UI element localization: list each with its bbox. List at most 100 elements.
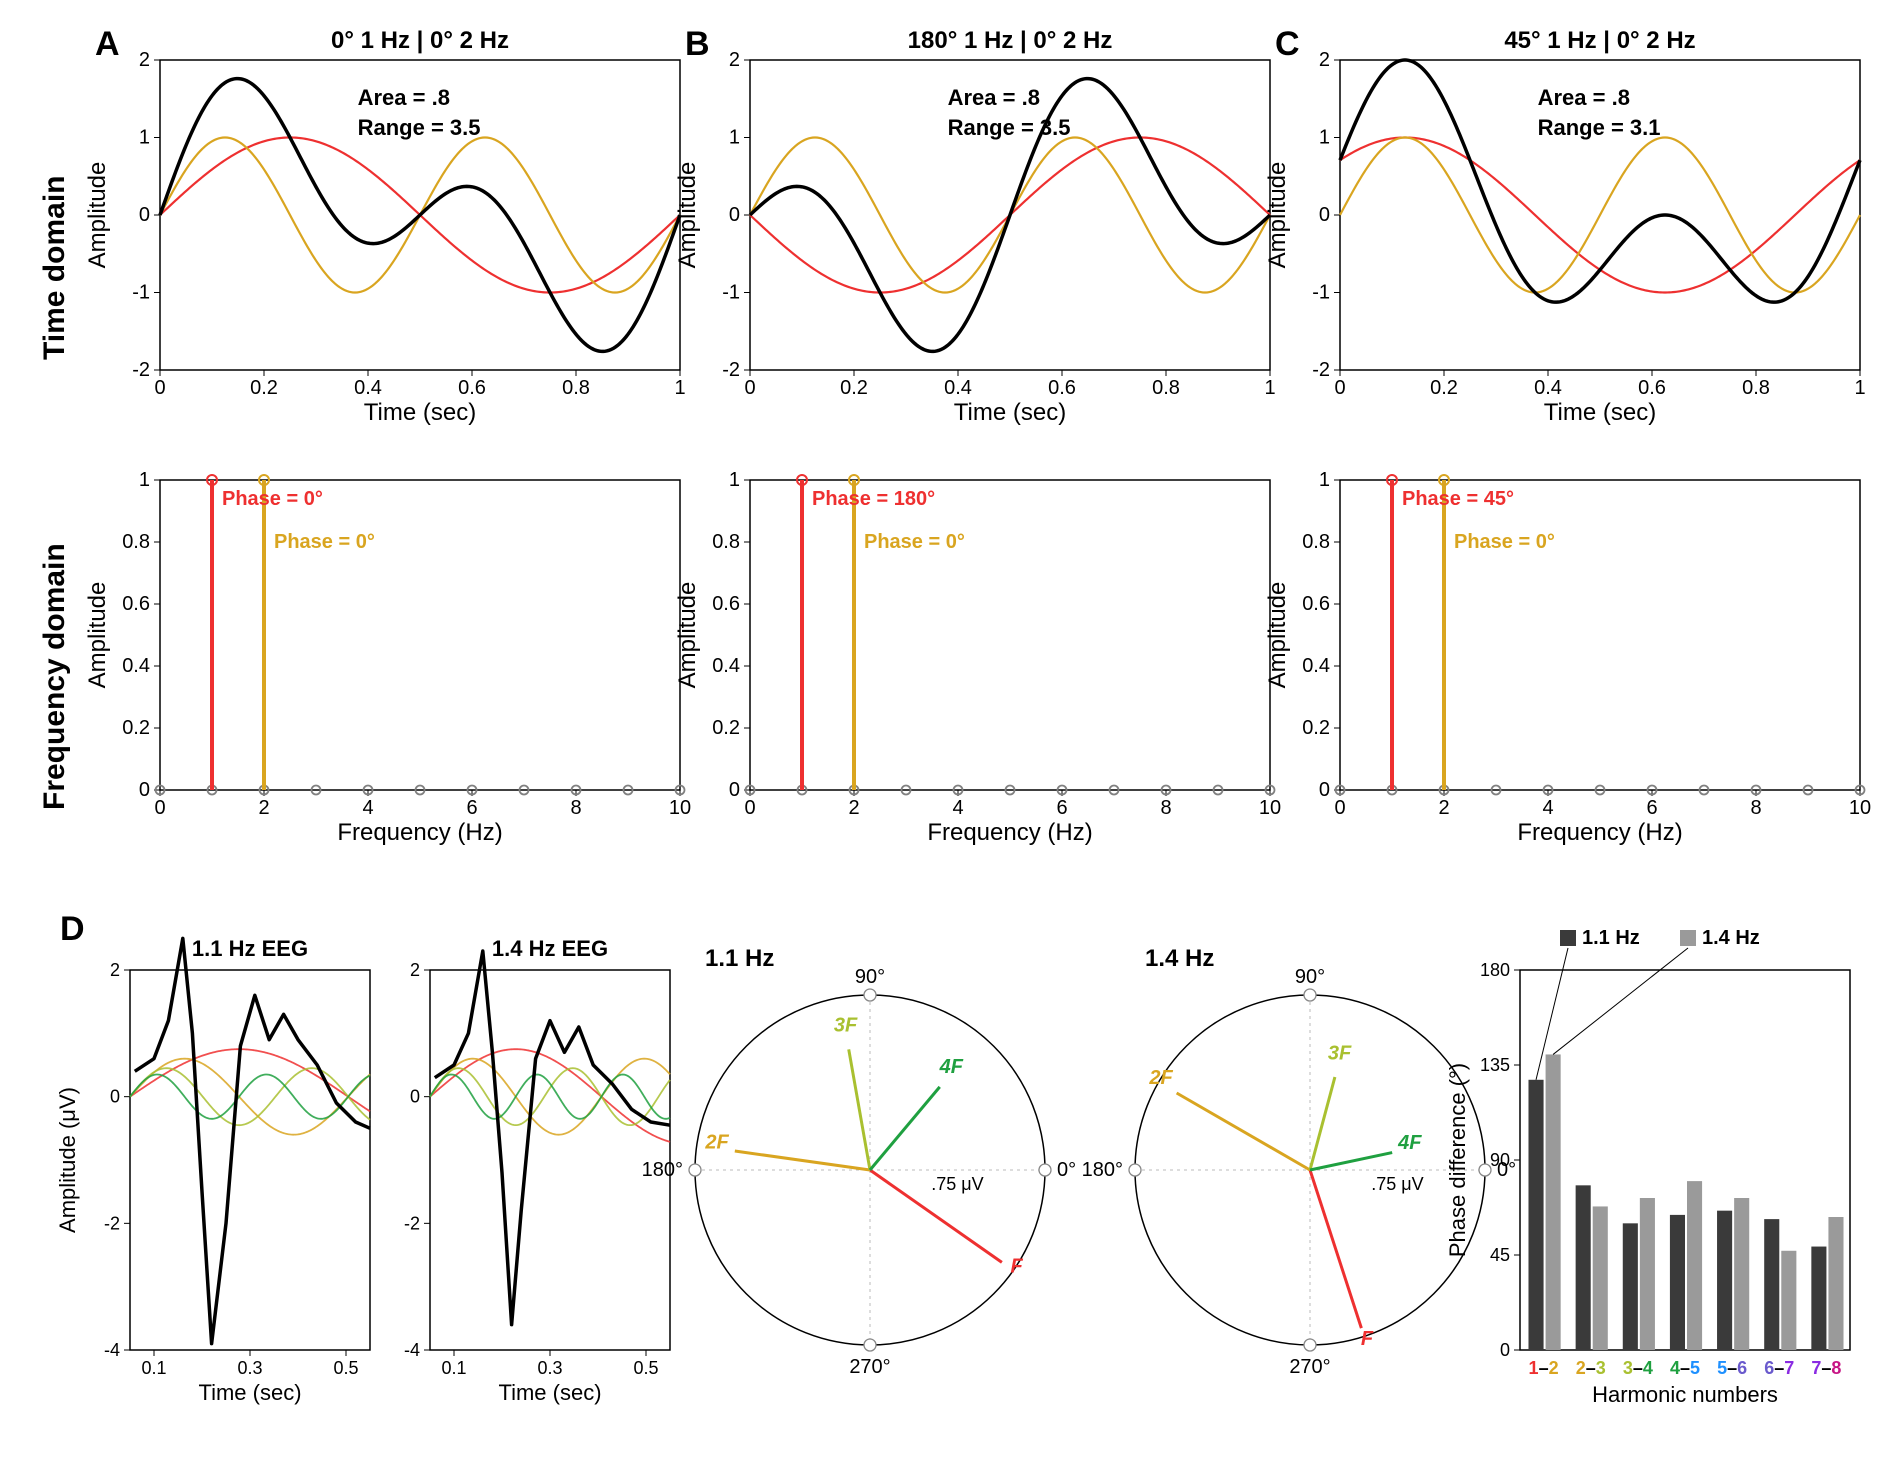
svg-text:B: B: [685, 25, 710, 63]
svg-text:0.2: 0.2: [122, 717, 150, 739]
svg-text:-2: -2: [1312, 359, 1330, 381]
svg-text:0°: 0°: [1057, 1159, 1076, 1181]
svg-text:D: D: [60, 910, 85, 948]
svg-text:0: 0: [744, 377, 755, 399]
svg-text:0.2: 0.2: [250, 377, 278, 399]
svg-text:Time (sec): Time (sec): [498, 1380, 601, 1405]
svg-text:1: 1: [729, 469, 740, 491]
svg-text:1.1 Hz: 1.1 Hz: [1582, 927, 1640, 949]
svg-text:Amplitude: Amplitude: [1264, 162, 1291, 269]
svg-text:1: 1: [729, 127, 740, 149]
svg-text:4: 4: [362, 797, 373, 819]
svg-text:Frequency (Hz): Frequency (Hz): [337, 819, 502, 846]
svg-text:-1: -1: [132, 282, 150, 304]
svg-text:45: 45: [1490, 1245, 1510, 1265]
svg-text:180° 1 Hz | 0° 2 Hz: 180° 1 Hz | 0° 2 Hz: [908, 27, 1113, 54]
svg-text:A: A: [95, 25, 120, 63]
svg-text:0.2: 0.2: [712, 717, 740, 739]
svg-text:180°: 180°: [642, 1159, 683, 1181]
svg-text:0: 0: [139, 779, 150, 801]
svg-text:0.4: 0.4: [944, 377, 972, 399]
svg-text:.75 μV: .75 μV: [931, 1174, 983, 1194]
svg-text:Time (sec): Time (sec): [954, 399, 1066, 426]
svg-text:270°: 270°: [849, 1356, 890, 1378]
svg-text:0.6: 0.6: [122, 593, 150, 615]
svg-text:-4: -4: [404, 1340, 420, 1360]
svg-text:270°: 270°: [1289, 1356, 1330, 1378]
svg-text:1: 1: [1264, 377, 1275, 399]
svg-text:180°: 180°: [1082, 1159, 1123, 1181]
svg-text:.75 μV: .75 μV: [1371, 1174, 1423, 1194]
svg-text:0.5: 0.5: [633, 1358, 658, 1378]
svg-text:1: 1: [1319, 127, 1330, 149]
svg-text:10: 10: [669, 797, 691, 819]
svg-text:0: 0: [1334, 377, 1345, 399]
svg-text:Phase = 45°: Phase = 45°: [1402, 488, 1514, 510]
svg-text:0.1: 0.1: [141, 1358, 166, 1378]
svg-text:Time (sec): Time (sec): [1544, 399, 1656, 426]
svg-text:Area = .8: Area = .8: [948, 85, 1040, 110]
svg-text:0.5: 0.5: [333, 1358, 358, 1378]
svg-text:0.2: 0.2: [1302, 717, 1330, 739]
svg-text:4–5: 4–5: [1670, 1358, 1700, 1378]
svg-text:-2: -2: [722, 359, 740, 381]
svg-text:Amplitude: Amplitude: [674, 582, 701, 689]
svg-text:1: 1: [139, 127, 150, 149]
svg-text:0.6: 0.6: [712, 593, 740, 615]
svg-text:0.6: 0.6: [1048, 377, 1076, 399]
svg-text:0.8: 0.8: [1152, 377, 1180, 399]
svg-text:0.6: 0.6: [1638, 377, 1666, 399]
svg-text:Amplitude: Amplitude: [84, 582, 111, 689]
svg-text:90°: 90°: [1295, 966, 1325, 988]
svg-text:4: 4: [952, 797, 963, 819]
svg-text:Phase = 0°: Phase = 0°: [222, 488, 323, 510]
svg-text:1.1 Hz: 1.1 Hz: [705, 945, 774, 972]
svg-text:0.1: 0.1: [441, 1358, 466, 1378]
svg-text:2: 2: [410, 960, 420, 980]
svg-text:90: 90: [1490, 1150, 1510, 1170]
svg-text:4F: 4F: [939, 1056, 964, 1078]
svg-text:-1: -1: [1312, 282, 1330, 304]
svg-text:2: 2: [1438, 797, 1449, 819]
svg-text:Area = .8: Area = .8: [1538, 85, 1630, 110]
svg-text:2: 2: [139, 49, 150, 71]
svg-text:0: 0: [744, 797, 755, 819]
svg-text:1–2: 1–2: [1529, 1358, 1559, 1378]
svg-text:0: 0: [410, 1087, 420, 1107]
svg-text:Amplitude: Amplitude: [1264, 582, 1291, 689]
svg-text:0.4: 0.4: [354, 377, 382, 399]
svg-text:0: 0: [729, 779, 740, 801]
svg-text:6: 6: [1056, 797, 1067, 819]
svg-text:Range = 3.1: Range = 3.1: [1538, 115, 1661, 140]
svg-text:Phase = 0°: Phase = 0°: [1454, 531, 1555, 553]
svg-text:Range = 3.5: Range = 3.5: [948, 115, 1071, 140]
svg-text:0.8: 0.8: [712, 531, 740, 553]
svg-text:0.2: 0.2: [1430, 377, 1458, 399]
svg-text:Range = 3.5: Range = 3.5: [358, 115, 481, 140]
svg-text:Area = .8: Area = .8: [358, 85, 450, 110]
svg-text:0.8: 0.8: [122, 531, 150, 553]
svg-text:0: 0: [110, 1087, 120, 1107]
svg-text:8: 8: [570, 797, 581, 819]
svg-text:2F: 2F: [1148, 1067, 1173, 1089]
svg-text:0: 0: [1319, 779, 1330, 801]
svg-text:0.8: 0.8: [562, 377, 590, 399]
svg-text:2: 2: [1319, 49, 1330, 71]
svg-text:Phase = 180°: Phase = 180°: [812, 488, 935, 510]
svg-text:8: 8: [1160, 797, 1171, 819]
svg-text:Phase difference (°): Phase difference (°): [1445, 1063, 1470, 1257]
svg-text:0: 0: [139, 204, 150, 226]
svg-text:1.4 Hz EEG: 1.4 Hz EEG: [492, 936, 608, 961]
svg-text:2F: 2F: [704, 1131, 729, 1153]
svg-text:Phase = 0°: Phase = 0°: [864, 531, 965, 553]
row-label-freq: Frequency domain: [38, 543, 72, 810]
svg-text:-1: -1: [722, 282, 740, 304]
svg-text:3–4: 3–4: [1623, 1358, 1653, 1378]
svg-text:F: F: [1011, 1256, 1024, 1278]
svg-text:0.2: 0.2: [840, 377, 868, 399]
svg-text:0° 1 Hz | 0° 2 Hz: 0° 1 Hz | 0° 2 Hz: [331, 27, 509, 54]
svg-text:4F: 4F: [1397, 1132, 1422, 1154]
svg-text:Amplitude (μV): Amplitude (μV): [55, 1087, 80, 1233]
svg-text:-2: -2: [404, 1213, 420, 1233]
svg-text:0: 0: [154, 797, 165, 819]
